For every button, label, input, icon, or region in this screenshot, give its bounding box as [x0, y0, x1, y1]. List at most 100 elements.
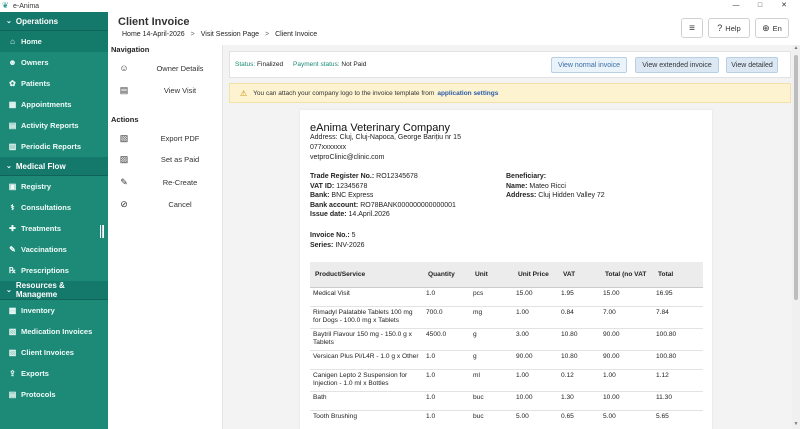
column-header: Total	[653, 262, 703, 288]
sidebar-item-owners[interactable]: ☻ Owners	[8, 58, 49, 67]
maximize-button[interactable]: □	[757, 2, 763, 9]
column-header: Unit	[470, 262, 513, 288]
report-icon: ▥	[8, 142, 17, 151]
prescription-icon: ℞	[8, 266, 17, 275]
export-pdf-button[interactable]: ▧ Export PDF	[119, 132, 200, 143]
application-settings-link[interactable]: application settings	[437, 89, 499, 97]
sidebar-item-patients[interactable]: ✿ Patients	[9, 79, 51, 88]
invoice-items-table: Product/Service Quantity Unit Unit Price…	[310, 262, 703, 429]
table-cell: 0.12	[558, 368, 600, 391]
help-button[interactable]: ? Help	[708, 18, 750, 38]
table-cell: 1.0	[423, 368, 470, 391]
sidebar-section-medical-flow[interactable]: ⌄ Medical Flow	[0, 157, 108, 176]
close-button[interactable]: ✕	[781, 2, 787, 9]
language-button[interactable]: ⊕ En	[755, 18, 789, 38]
view-normal-invoice-button[interactable]: View normal invoice	[551, 57, 627, 73]
sidebar-section-resources[interactable]: ⌄ Resources & Manageme	[0, 281, 108, 300]
sidebar-item-registry[interactable]: ▣ Registry	[8, 182, 52, 191]
menu-button[interactable]: ≡	[681, 18, 703, 38]
paw-icon: ✿	[9, 79, 16, 88]
scrollbar-thumb[interactable]	[794, 55, 798, 300]
hamburger-icon: ≡	[689, 22, 695, 34]
help-icon: ?	[717, 23, 723, 33]
table-row: Tooth Brushing 1.0 buc 5.00 0.65 5.00 5.65	[310, 409, 703, 429]
sidebar: ⌄ Operations ⌂ Home ☻ Owners ✿ Patients ▦ App…	[0, 12, 108, 429]
calendar-icon: ▦	[8, 100, 17, 109]
view-visit-link[interactable]: ▤ View Visit	[119, 84, 197, 95]
table-cell: Bath	[310, 390, 423, 410]
table-cell: 700.0	[423, 305, 470, 328]
window-titlebar: ❦ e-Anima — □ ✕	[0, 0, 800, 12]
sidebar-item-vaccinations[interactable]: ✎ Vaccinations	[9, 245, 67, 254]
company-name: eAnima Veterinary Company	[310, 122, 451, 134]
sidebar-item-prescriptions[interactable]: ℞ Prescriptions	[8, 266, 69, 275]
paid-icon: ▨	[119, 153, 129, 164]
chevron-down-icon: ⌄	[6, 163, 12, 170]
table-cell: 1.30	[558, 390, 600, 410]
vertical-scrollbar[interactable]: ▲ ▼	[792, 45, 800, 429]
table-cell: 1.00	[600, 368, 653, 391]
view-detailed-button[interactable]: View detailed	[726, 57, 778, 73]
sidebar-item-home[interactable]: ⌂ Home	[0, 31, 108, 52]
home-icon: ⌂	[10, 37, 15, 46]
sidebar-item-exports[interactable]: ⇪ Exports	[9, 369, 49, 378]
minimize-button[interactable]: —	[732, 2, 740, 9]
table-cell: buc	[470, 390, 513, 410]
breadcrumb: Home 14-April-2026 > Visit Session Page …	[122, 31, 323, 38]
table-cell: 15.00	[513, 286, 558, 306]
sidebar-resize-handle[interactable]	[100, 225, 104, 238]
column-header: Total (no VAT	[600, 262, 653, 288]
table-cell: 1.00	[513, 368, 558, 391]
sidebar-item-medication-invoices[interactable]: ▧ Medication Invoices	[8, 327, 93, 336]
stethoscope-icon: ⚕	[10, 203, 15, 212]
breadcrumb-home[interactable]: Home 14-April-2026	[122, 31, 185, 38]
table-cell: 1.12	[653, 368, 703, 391]
table-cell: ml	[470, 368, 513, 391]
company-email: vetproClinic@clinic.com	[310, 154, 385, 161]
table-cell: 0.84	[558, 305, 600, 328]
sidebar-item-inventory[interactable]: ▩ Inventory	[8, 306, 55, 315]
box-icon: ▩	[8, 306, 17, 315]
column-header: Product/Service	[310, 262, 423, 288]
table-cell: 0.65	[558, 409, 600, 429]
table-cell: 7.00	[600, 305, 653, 328]
cancel-icon: ⊘	[120, 198, 128, 209]
table-cell: pcs	[470, 286, 513, 306]
owner-details-link[interactable]: ☺ Owner Details	[119, 63, 204, 73]
sidebar-item-protocols[interactable]: ▤ Protocols	[8, 390, 56, 399]
chart-icon: ▤	[8, 121, 17, 130]
warning-icon: ⚠	[240, 88, 248, 98]
table-cell: 1.00	[513, 305, 558, 328]
table-row: Rimadyl Palatable Tablets 100 mg for Dog…	[310, 305, 703, 328]
column-header: Unit Price	[513, 262, 558, 288]
table-cell: 1.0	[423, 390, 470, 410]
table-cell: 10.80	[558, 349, 600, 369]
status-label: Status: Finalized	[235, 61, 284, 68]
sidebar-item-activity-reports[interactable]: ▤ Activity Reports	[8, 121, 79, 130]
sidebar-section-operations[interactable]: ⌄ Operations	[0, 12, 108, 31]
cancel-button[interactable]: ⊘ Cancel	[118, 197, 218, 211]
company-address: Address: Cluj, Cluj-Napoca, George Bariț…	[310, 134, 461, 141]
users-icon: ☻	[8, 58, 17, 67]
sidebar-item-client-invoices[interactable]: ▧ Client Invoices	[8, 348, 74, 357]
sidebar-item-periodic-reports[interactable]: ▥ Periodic Reports	[8, 142, 82, 151]
table-cell: 5.00	[600, 409, 653, 429]
breadcrumb-separator: >	[265, 31, 270, 38]
sidebar-item-treatments[interactable]: ✚ Treatments	[9, 224, 62, 233]
sidebar-item-consultations[interactable]: ⚕ Consultations	[0, 197, 108, 218]
view-extended-invoice-button[interactable]: View extended invoice	[635, 57, 719, 73]
table-cell: 1.95	[558, 286, 600, 306]
scroll-down-icon[interactable]: ▼	[793, 421, 799, 427]
table-cell: 5.00	[513, 409, 558, 429]
book-icon: ▣	[8, 182, 17, 191]
breadcrumb-visit-session[interactable]: Visit Session Page	[200, 31, 259, 38]
table-cell: 16.95	[653, 286, 703, 306]
table-cell: 3.00	[513, 327, 558, 350]
export-icon: ⇪	[9, 369, 16, 378]
scroll-up-icon[interactable]: ▲	[793, 45, 799, 51]
set-as-paid-button[interactable]: ▨ Set as Paid	[119, 153, 200, 164]
navigation-heading: Navigation	[111, 45, 150, 54]
re-create-button[interactable]: ✎ Re-Create	[118, 175, 218, 189]
table-cell: Rimadyl Palatable Tablets 100 mg for Dog…	[310, 305, 423, 328]
sidebar-item-appointments[interactable]: ▦ Appointments	[8, 100, 72, 109]
